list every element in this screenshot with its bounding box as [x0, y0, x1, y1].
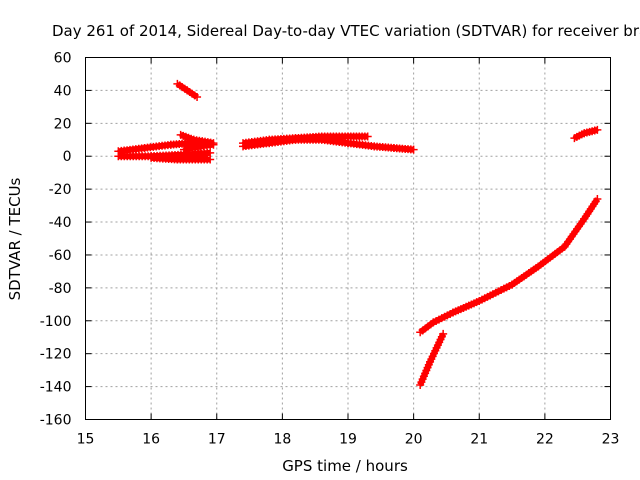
y-tick-label: -120 — [40, 347, 72, 363]
y-tick-label: 60 — [54, 51, 72, 67]
x-tick-label: 17 — [208, 432, 226, 448]
data-point-marker — [593, 125, 602, 134]
series-arc-12 — [570, 125, 602, 143]
grid-lines — [85, 57, 611, 420]
x-tick-label: 18 — [273, 432, 291, 448]
y-tick-label: -40 — [49, 215, 72, 231]
x-tick-label: 22 — [536, 432, 554, 448]
data-point-marker — [363, 132, 372, 141]
x-axis-label: GPS time / hours — [282, 457, 408, 475]
series-arc-5 — [173, 79, 202, 101]
data-point-marker — [439, 329, 448, 338]
x-ticks: 15 16 17 18 19 20 21 22 23 — [77, 57, 620, 448]
series-arc-4 — [147, 153, 215, 164]
series-arc-7 — [179, 140, 218, 154]
y-tick-label: 20 — [54, 116, 72, 132]
x-tick-label: 16 — [142, 432, 160, 448]
chart-title: Day 261 of 2014, Sidereal Day-to-day VTE… — [52, 22, 640, 40]
data-point-marker — [409, 145, 418, 154]
y-tick-label: 40 — [54, 83, 72, 99]
y-tick-label: -20 — [49, 182, 72, 198]
y-tick-label: -140 — [40, 380, 72, 396]
data-point-marker — [209, 140, 218, 149]
series-arc-10 — [416, 195, 602, 337]
y-tick-label: -100 — [40, 314, 72, 330]
x-tick-label: 15 — [77, 432, 95, 448]
y-tick-label: -160 — [40, 413, 72, 429]
y-axis-label: SDTVAR / TECUs — [6, 177, 24, 300]
data-point-marker — [593, 195, 602, 204]
y-tick-label: -60 — [49, 248, 72, 264]
series-arc-9 — [239, 135, 418, 154]
series-arc-11 — [416, 329, 448, 389]
x-tick-label: 21 — [470, 432, 488, 448]
data-area — [114, 79, 602, 389]
x-tick-label: 20 — [405, 432, 423, 448]
x-tick-label: 19 — [339, 432, 357, 448]
data-point-marker — [206, 155, 215, 164]
data-point-marker — [193, 92, 202, 101]
y-tick-label: 0 — [63, 149, 72, 165]
x-tick-label: 23 — [602, 432, 620, 448]
y-tick-label: -80 — [49, 281, 72, 297]
y-ticks: 60 40 20 0 -20 -40 -60 -80 -100 -120 -140 -160 — [40, 51, 611, 429]
